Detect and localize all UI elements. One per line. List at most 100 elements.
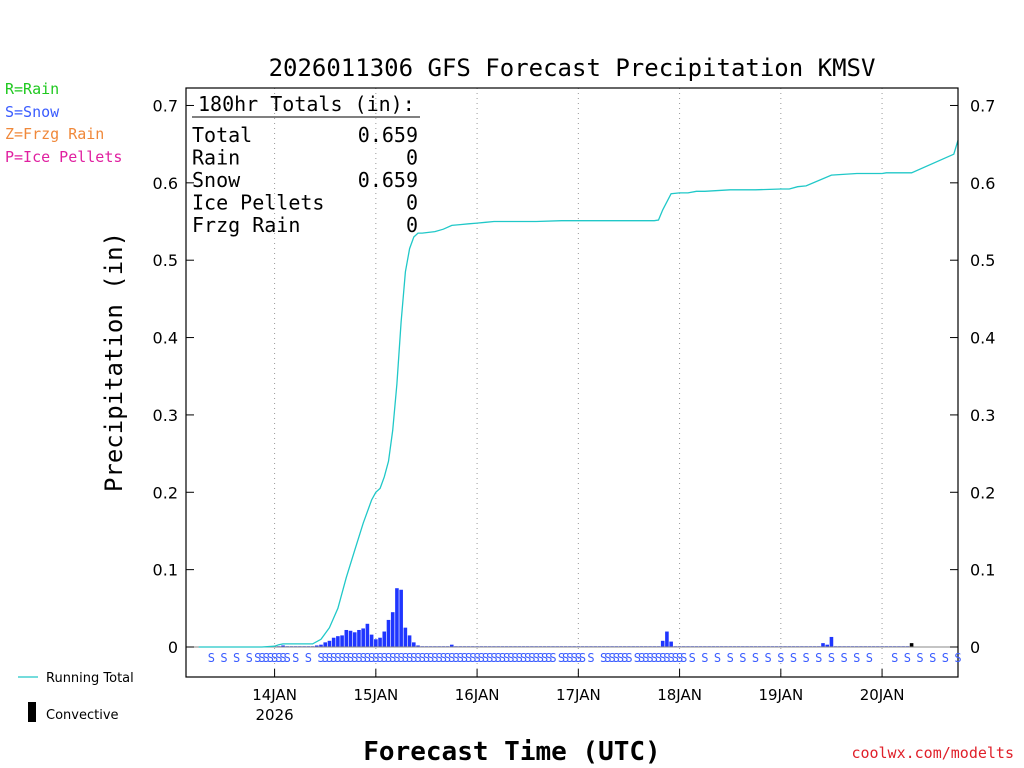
snow-marker: S bbox=[752, 651, 759, 665]
snow-marker: S bbox=[840, 651, 847, 665]
x-tick-label: 17JAN bbox=[556, 686, 601, 704]
y-tick-label-left: 0.1 bbox=[153, 561, 178, 580]
snow-marker: S bbox=[440, 651, 447, 665]
totals-row-label: Rain bbox=[192, 146, 240, 170]
snow-marker: S bbox=[608, 651, 615, 665]
x-tick-sublabel: 2026 bbox=[255, 706, 293, 724]
snow-marker: S bbox=[739, 651, 746, 665]
snow-marker: S bbox=[866, 651, 873, 665]
totals-row-value: 0 bbox=[406, 213, 418, 237]
snow-marker: S bbox=[448, 651, 455, 665]
snow-marker: S bbox=[208, 651, 215, 665]
snow-marker: S bbox=[478, 651, 485, 665]
snow-marker: S bbox=[482, 651, 489, 665]
snow-marker: S bbox=[680, 651, 687, 665]
snow-marker: S bbox=[486, 651, 493, 665]
snow-marker: S bbox=[360, 651, 367, 665]
snow-marker: S bbox=[398, 651, 405, 665]
snow-marker: S bbox=[828, 651, 835, 665]
snow-marker: S bbox=[469, 651, 476, 665]
snow-marker: S bbox=[663, 651, 670, 665]
snow-marker: S bbox=[423, 651, 430, 665]
y-tick-label-right: 0.5 bbox=[970, 251, 995, 270]
snow-marker: S bbox=[305, 651, 312, 665]
snow-marker: S bbox=[233, 651, 240, 665]
snow-marker: S bbox=[444, 651, 451, 665]
snow-marker: S bbox=[452, 651, 459, 665]
snow-marker: S bbox=[402, 651, 409, 665]
y-tick-label-left: 0.5 bbox=[153, 251, 178, 270]
precip-bar bbox=[395, 588, 399, 647]
y-tick-label-left: 0.6 bbox=[153, 174, 178, 193]
precip-bar bbox=[327, 640, 332, 647]
snow-marker: S bbox=[220, 651, 227, 665]
snow-marker: S bbox=[355, 651, 362, 665]
snow-marker: S bbox=[562, 651, 569, 665]
snow-marker: S bbox=[246, 651, 253, 665]
bottom-legend: Running Total Convective bbox=[18, 671, 134, 723]
precip-bar bbox=[669, 641, 673, 647]
snow-marker: S bbox=[617, 651, 624, 665]
snow-marker: S bbox=[621, 651, 628, 665]
y-tick-label-right: 0.1 bbox=[970, 561, 995, 580]
snow-marker: S bbox=[347, 651, 354, 665]
snow-marker: S bbox=[271, 651, 278, 665]
precip-bar bbox=[407, 635, 412, 647]
precip-bar bbox=[369, 634, 374, 647]
snow-marker: S bbox=[651, 651, 658, 665]
snow-marker: S bbox=[600, 651, 607, 665]
precip-bar bbox=[340, 635, 344, 647]
snow-marker: S bbox=[587, 651, 594, 665]
site-credit: coolwx.com/modelts bbox=[851, 744, 1014, 762]
precip-bar bbox=[660, 640, 665, 647]
snow-marker: S bbox=[613, 651, 620, 665]
precip-bar bbox=[416, 645, 420, 647]
snow-marker: S bbox=[364, 651, 371, 665]
x-axis-label: Forecast Time (UTC) bbox=[363, 737, 660, 767]
snow-marker: S bbox=[533, 651, 540, 665]
snow-marker: S bbox=[376, 651, 383, 665]
x-tick-label: 19JAN bbox=[758, 686, 803, 704]
precip-bar bbox=[829, 636, 834, 647]
precip-bar bbox=[665, 631, 669, 647]
legend-freezing-rain: Z=Frzg Rain bbox=[5, 125, 105, 143]
totals-row-label: Frzg Rain bbox=[192, 213, 300, 237]
snow-marker: S bbox=[566, 651, 573, 665]
running-total-series bbox=[198, 140, 959, 648]
snow-marker: S bbox=[326, 651, 333, 665]
precip-bar bbox=[352, 632, 357, 647]
snow-marker: S bbox=[267, 651, 274, 665]
snow-marker: S bbox=[351, 651, 358, 665]
snow-marker: S bbox=[511, 651, 518, 665]
precip-bar bbox=[323, 642, 328, 647]
snow-marker: S bbox=[537, 651, 544, 665]
precip-bars bbox=[186, 588, 958, 648]
y-tick-label-right: 0.3 bbox=[970, 406, 995, 425]
snow-marker: S bbox=[385, 651, 392, 665]
snow-marker: S bbox=[516, 651, 523, 665]
snow-marker: S bbox=[317, 651, 324, 665]
snow-marker: S bbox=[389, 651, 396, 665]
precip-bar bbox=[412, 642, 416, 647]
snow-marker: S bbox=[558, 651, 565, 665]
precip-bar bbox=[403, 627, 408, 647]
legend-rain: R=Rain bbox=[5, 80, 60, 98]
snow-marker: S bbox=[254, 651, 261, 665]
snow-marker: S bbox=[689, 651, 696, 665]
y-tick-label-left: 0.2 bbox=[153, 483, 178, 502]
y-tick-label-left: 0 bbox=[168, 638, 178, 657]
snow-marker: S bbox=[419, 651, 426, 665]
snow-marker: S bbox=[292, 651, 299, 665]
snow-marker: S bbox=[427, 651, 434, 665]
y-tick-label-right: 0.2 bbox=[970, 483, 995, 502]
snow-marker: S bbox=[815, 651, 822, 665]
precip-bar bbox=[821, 643, 825, 647]
totals-row-value: 0 bbox=[406, 146, 418, 170]
snow-marker: S bbox=[322, 651, 329, 665]
snow-marker: S bbox=[372, 651, 379, 665]
running-total-legend-label: Running Total bbox=[46, 671, 134, 686]
totals-row-value: 0 bbox=[406, 191, 418, 215]
y-tick-label-right: 0.7 bbox=[970, 96, 995, 115]
